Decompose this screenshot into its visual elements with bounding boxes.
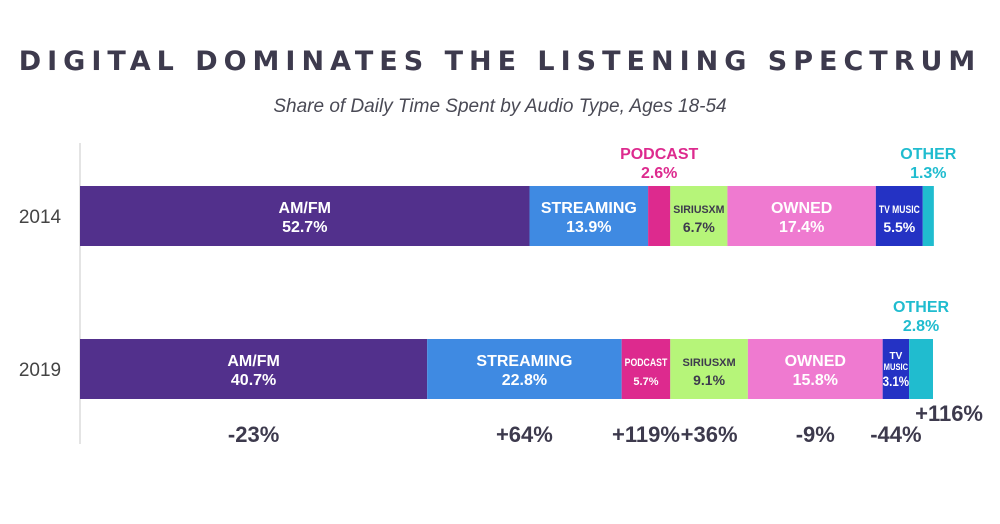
bar-label: MUSIC [884,362,909,372]
bar-label-outside: OTHER [900,146,956,163]
bar-label: TV MUSIC [879,204,920,216]
bar-value-label: 6.7% [683,219,715,235]
bar-label: STREAMING [476,353,572,370]
bar-podcast-2014 [648,186,671,246]
bar-other-2014 [922,186,934,246]
bar-label: OWNED [771,200,832,217]
bar-value-label: 5.7% [633,376,658,388]
bar-siriusxm-2019 [670,339,748,399]
change-label: -23% [228,422,279,447]
bar-label: STREAMING [541,200,637,217]
bar-streaming-2019 [427,339,622,399]
bar-value-label: 5.5% [883,219,915,235]
change-label: -44% [870,422,921,447]
bar-label: PODCAST [625,357,668,369]
bar-value-label: 17.4% [779,219,824,236]
bar-label: AM/FM [227,353,279,370]
bar-podcast-2019 [621,339,671,399]
bar-value-label: 9.1% [693,372,725,388]
bar-value-label: 3.1% [883,373,910,389]
bar-streaming-2014 [529,186,649,246]
bar-value-label-outside: 2.8% [903,318,939,335]
bar-value-label: 13.9% [566,219,611,236]
bar-label-outside: PODCAST [620,146,698,163]
bar-label: OWNED [785,353,846,370]
bar-label: SIRIUSXM [682,357,735,369]
bar-tv-music-2019 [882,339,910,399]
bar-value-label-outside: 2.6% [641,165,677,182]
bar-value-label: 40.7% [231,372,276,389]
bar-am-fm-2019 [80,339,428,399]
bar-label: SIRIUSXM [673,204,724,216]
bar-label: AM/FM [279,200,331,217]
category-label-2014: 2014 [19,207,62,228]
bar-value-label: 15.8% [793,372,838,389]
bar-owned-2014 [727,186,876,246]
bar-other-2019 [909,339,933,399]
bar-value-label: 22.8% [502,372,547,389]
bar-owned-2019 [747,339,883,399]
bar-siriusxm-2014 [670,186,728,246]
chart-title: DIGITAL DOMINATES THE LISTENING SPECTRUM [18,46,982,77]
bar-label-outside: OTHER [893,299,949,316]
change-label: +64% [496,422,553,447]
change-label: +36% [681,422,738,447]
change-label: -9% [796,422,835,447]
chart-subtitle: Share of Daily Time Spent by Audio Type,… [273,96,727,117]
bar-label: TV [890,351,903,362]
category-label-2019: 2019 [19,360,61,381]
bar-tv-music-2014 [875,186,923,246]
change-label: +119% [612,422,680,447]
bar-am-fm-2014 [80,186,530,246]
change-label: +116% [915,401,983,426]
bar-value-label: 52.7% [282,219,327,236]
bar-value-label-outside: 1.3% [910,165,946,182]
